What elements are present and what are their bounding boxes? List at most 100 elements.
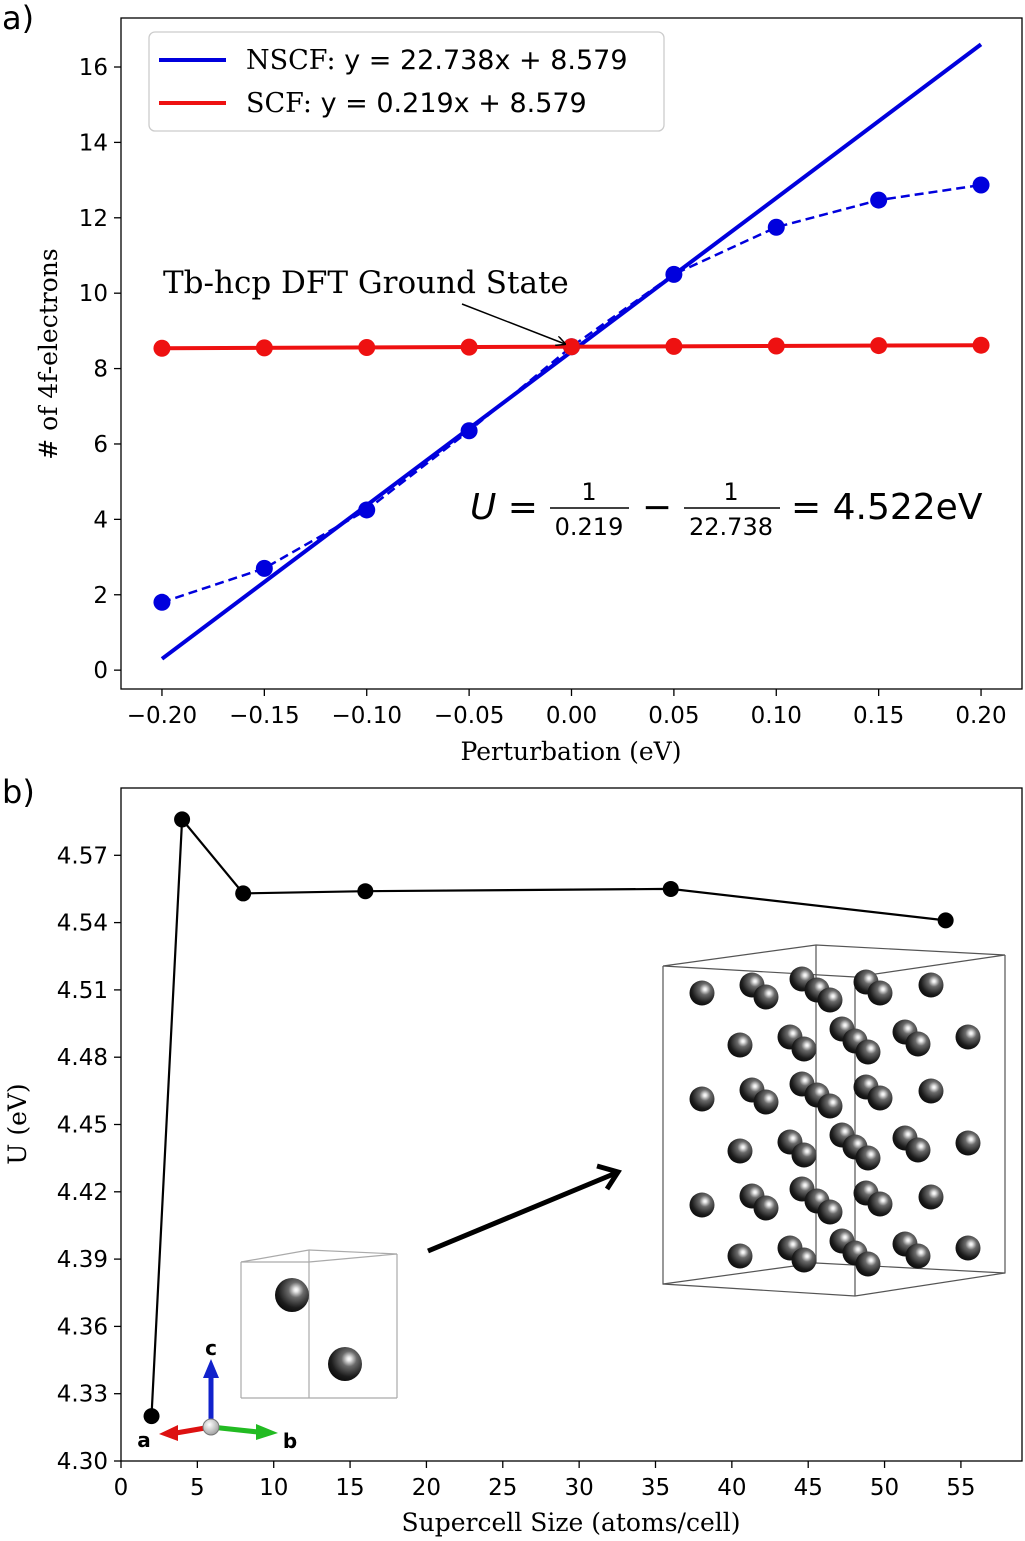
atom: [905, 1243, 931, 1269]
x-tick-label: 0: [114, 1475, 129, 1501]
data-point: [460, 422, 478, 440]
panel-a-x-ticks: −0.20 −0.15 −0.10 −0.05 0.00 0.05 0.10 0.15 0.20: [127, 689, 1007, 729]
y-tick-label: 2: [93, 583, 108, 609]
atom: [328, 1347, 362, 1381]
atom: [727, 1138, 753, 1164]
atom: [905, 1031, 931, 1057]
y-tick-label: 4.33: [57, 1382, 108, 1408]
formula-minus: −: [642, 487, 672, 528]
legend-nscf-equation: y = 22.738x + 8.579: [344, 45, 627, 76]
x-tick-label: 20: [412, 1475, 441, 1501]
atom: [791, 1142, 817, 1168]
atom: [817, 987, 843, 1013]
x-tick-label: 55: [946, 1475, 975, 1501]
y-tick-label: 16: [79, 55, 108, 81]
y-tick-label: 4.42: [57, 1180, 108, 1206]
atom: [689, 1192, 715, 1218]
formula-num2: 1: [723, 478, 738, 506]
data-point: [358, 501, 376, 519]
x-tick-label: −0.10: [331, 703, 401, 729]
data-point: [767, 218, 785, 236]
data-point: [255, 339, 273, 357]
atom: [727, 1243, 753, 1269]
panel-b-label: b): [2, 773, 35, 811]
atom: [855, 1251, 881, 1277]
crystal-axes-triad: c b a: [137, 1336, 297, 1453]
x-tick-label: 0.15: [853, 703, 904, 729]
data-point: [255, 559, 273, 577]
panel-b-y-ticks: 4.30 4.33 4.36 4.39 4.42 4.45 4.48 4.51 4.54 4.57: [57, 843, 121, 1475]
legend-scf-equation: y = 0.219x + 8.579: [321, 88, 587, 119]
legend-frame: [148, 31, 665, 132]
y-tick-label: 12: [79, 206, 108, 232]
atom: [955, 1235, 981, 1261]
y-tick-label: 10: [79, 281, 108, 307]
x-tick-label: −0.20: [127, 703, 197, 729]
atom: [275, 1278, 309, 1312]
small-cell-inset: [240, 1249, 398, 1399]
legend-nscf-prefix: NSCF:: [246, 45, 344, 76]
panel-a-y-axis-label: # of 4f-electrons: [34, 248, 63, 459]
x-tick-label: 10: [259, 1475, 288, 1501]
triad-origin: [202, 1418, 220, 1436]
atom: [855, 1145, 881, 1171]
panel-b-chart: 0 5 10 15 20 25 30 35 40 45 50 55 4.304.334.364.394…: [3, 787, 1023, 1537]
atom: [867, 1085, 893, 1111]
y-tick-label: 4: [93, 507, 108, 533]
y-tick-label: 6: [93, 432, 108, 458]
atom: [867, 980, 893, 1006]
x-tick-label: −0.05: [434, 703, 504, 729]
atom: [727, 1032, 753, 1058]
y-tick-label: 0: [93, 658, 108, 684]
x-tick-label: 0.05: [648, 703, 699, 729]
supercell-arrow: [427, 1163, 622, 1254]
data-point: [358, 338, 376, 356]
formula-lhs: U =: [470, 487, 538, 528]
atom: [753, 1195, 779, 1221]
formula-rhs: = 4.522eV: [791, 487, 983, 528]
panel-b-series: [143, 811, 954, 1425]
data-point: [235, 885, 252, 902]
legend-nscf-entry: NSCF: y = 22.738x + 8.579: [246, 45, 628, 76]
panel-a-y-ticks: 0 2 4 6 8 10 12 14 16: [79, 55, 121, 684]
data-point: [972, 176, 990, 194]
atom: [867, 1191, 893, 1217]
atom: [817, 1093, 843, 1119]
data-point: [767, 337, 785, 355]
data-line: [150, 816, 946, 1417]
panel-a-series: [153, 42, 990, 661]
panel-a-label: a): [2, 0, 34, 37]
atom: [791, 1036, 817, 1062]
data-point: [174, 811, 191, 828]
data-point: [460, 338, 478, 356]
panel-b-x-ticks: 0 5 10 15 20 25 30 35 40 45 50 55: [114, 1461, 976, 1501]
data-point: [937, 912, 954, 929]
atom: [753, 1089, 779, 1115]
y-tick-label: 4.36: [57, 1314, 108, 1340]
x-tick-label: 0.20: [955, 703, 1006, 729]
x-tick-label: 30: [564, 1475, 593, 1501]
y-tick-label: 4.51: [57, 978, 108, 1004]
x-tick-label: 35: [641, 1475, 670, 1501]
atom: [817, 1199, 843, 1225]
y-tick-label: 4.57: [57, 843, 108, 869]
data-point: [665, 337, 683, 355]
formula-den1: 0.219: [555, 513, 624, 541]
c-axis-arrowhead: [203, 1359, 219, 1378]
u-formula: U = 1 0.219 − 1 22.738 = 4.522eV: [470, 478, 983, 541]
x-tick-label: 25: [488, 1475, 517, 1501]
data-point: [870, 191, 888, 209]
y-tick-label: 4.48: [57, 1045, 108, 1071]
atom: [955, 1024, 981, 1050]
atom: [905, 1137, 931, 1163]
data-point: [662, 880, 679, 897]
a-axis-label: a: [137, 1428, 151, 1452]
atom: [955, 1130, 981, 1156]
x-tick-label: 50: [870, 1475, 899, 1501]
data-point: [870, 337, 888, 355]
y-tick-label: 8: [93, 357, 108, 383]
formula-den2: 22.738: [689, 513, 773, 541]
a-axis-arrowhead: [159, 1425, 178, 1441]
y-tick-label: 4.39: [57, 1247, 108, 1273]
